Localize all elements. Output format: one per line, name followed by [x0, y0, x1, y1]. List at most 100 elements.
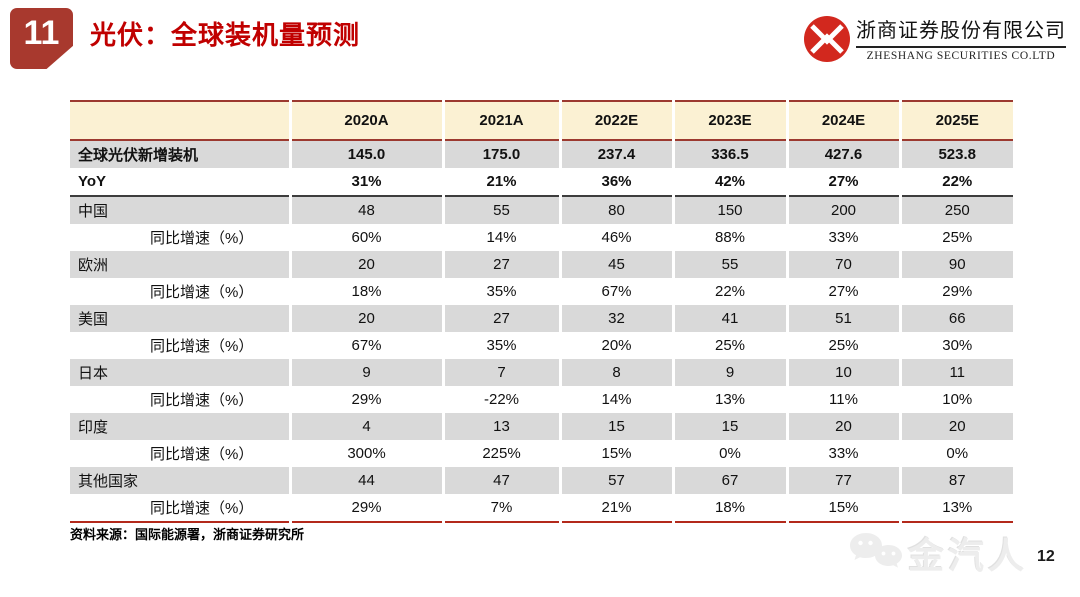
table-cell: 14%	[441, 224, 560, 251]
table-cell: 60%	[288, 224, 443, 251]
table-cell: 67%	[288, 332, 443, 359]
table-header-row: 2020A 2021A 2022E 2023E 2024E 2025E	[70, 100, 1013, 141]
row-label: 印度	[70, 413, 290, 440]
row-label: 美国	[70, 305, 290, 332]
table-cell: 15	[671, 413, 787, 440]
table-cell: 200	[785, 196, 900, 224]
table-cell: 20%	[558, 332, 673, 359]
year-column-header: 2024E	[785, 100, 900, 141]
table-cell: 8	[558, 359, 673, 386]
table-cell: 32	[558, 305, 673, 332]
table-cell: 31%	[288, 168, 443, 197]
row-label: 同比增速（%）	[70, 224, 290, 251]
table-cell: 90	[898, 251, 1013, 278]
year-column-header: 2022E	[558, 100, 673, 141]
table-cell: 25%	[671, 332, 787, 359]
row-label: 欧洲	[70, 251, 290, 278]
table-cell: 145.0	[288, 140, 443, 168]
table-cell: 150	[671, 196, 787, 224]
watermark: 金汽人	[848, 527, 1028, 579]
table-cell: 66	[898, 305, 1013, 332]
table-cell: 20	[785, 413, 900, 440]
table-cell: 14%	[558, 386, 673, 413]
table-row: 同比增速（%） 300% 225% 15% 0% 33% 0%	[70, 440, 1013, 467]
row-label: 日本	[70, 359, 290, 386]
table-cell: 0%	[671, 440, 787, 467]
page-number: 12	[1037, 548, 1055, 565]
table-cell: 13%	[898, 494, 1013, 523]
table-cell: 20	[288, 251, 443, 278]
row-label: 同比增速（%）	[70, 332, 290, 359]
watermark-text: 金汽人	[907, 535, 1028, 576]
source-note: 资料来源：国际能源署，浙商证券研究所	[70, 527, 305, 542]
table-cell: 29%	[288, 494, 443, 523]
table-cell: 15	[558, 413, 673, 440]
table-row: 全球光伏新增装机 145.0 175.0 237.4 336.5 427.6 523.8	[70, 140, 1013, 168]
wechat-icon	[849, 533, 902, 568]
table-cell: 13%	[671, 386, 787, 413]
table-cell: 27	[441, 305, 560, 332]
table-cell: 15%	[558, 440, 673, 467]
table-cell: 11	[898, 359, 1013, 386]
table-cell: 33%	[785, 440, 900, 467]
table-row: 同比增速（%） 60% 14% 46% 88% 33% 25%	[70, 224, 1013, 251]
row-label: 其他国家	[70, 467, 290, 494]
table-cell: 67%	[558, 278, 673, 305]
table-row: 印度 4 13 15 15 20 20	[70, 413, 1013, 440]
table-cell: 30%	[898, 332, 1013, 359]
table-cell: 22%	[671, 278, 787, 305]
table-cell: 7	[441, 359, 560, 386]
table-cell: 46%	[558, 224, 673, 251]
table-row: 欧洲 20 27 45 55 70 90	[70, 251, 1013, 278]
table-cell: 9	[288, 359, 443, 386]
page-title: 光伏：全球装机量预测	[90, 20, 361, 50]
table-cell: 9	[671, 359, 787, 386]
table-cell: 27%	[785, 278, 900, 305]
table-cell: 7%	[441, 494, 560, 523]
table-row: 同比增速（%） 18% 35% 67% 22% 27% 29%	[70, 278, 1013, 305]
table-row: 中国 48 55 80 150 200 250	[70, 196, 1013, 224]
table-cell: 27%	[785, 168, 900, 197]
table-cell: 88%	[671, 224, 787, 251]
company-name-en: ZHESHANG SECURITIES CO.LTD	[866, 50, 1056, 62]
table-cell: 80	[558, 196, 673, 224]
table-cell: 18%	[288, 278, 443, 305]
year-column-header: 2023E	[671, 100, 787, 141]
row-label: YoY	[70, 168, 290, 197]
table-cell: 77	[785, 467, 900, 494]
year-column-header: 2020A	[288, 100, 443, 141]
table-cell: 0%	[898, 440, 1013, 467]
table-cell: 55	[671, 251, 787, 278]
table-cell: 20	[288, 305, 443, 332]
slide-number-badge: 11	[10, 8, 73, 69]
table-row: 同比增速（%） 29% 7% 21% 18% 15% 13%	[70, 494, 1013, 523]
table-cell: 35%	[441, 332, 560, 359]
company-logo: 浙商证券股份有限公司 ZHESHANG SECURITIES CO.LTD	[802, 14, 1066, 64]
table-cell: 336.5	[671, 140, 787, 168]
table-cell: 35%	[441, 278, 560, 305]
table-cell: 33%	[785, 224, 900, 251]
table-cell: 25%	[898, 224, 1013, 251]
table-cell: 25%	[785, 332, 900, 359]
table-cell: 18%	[671, 494, 787, 523]
table-cell: 21%	[558, 494, 673, 523]
table-cell: 13	[441, 413, 560, 440]
table-row: 其他国家 44 47 57 67 77 87	[70, 467, 1013, 494]
table-cell: 36%	[558, 168, 673, 197]
table-cell: 523.8	[898, 140, 1013, 168]
row-label-header	[70, 100, 290, 141]
table-cell: 4	[288, 413, 443, 440]
table-cell: 21%	[441, 168, 560, 197]
table-cell: 29%	[898, 278, 1013, 305]
table-cell: 427.6	[785, 140, 900, 168]
table-cell: 27	[441, 251, 560, 278]
table-row: 同比增速（%） 67% 35% 20% 25% 25% 30%	[70, 332, 1013, 359]
table-cell: 57	[558, 467, 673, 494]
table-cell: 15%	[785, 494, 900, 523]
year-column-header: 2025E	[898, 100, 1013, 141]
table-cell: 300%	[288, 440, 443, 467]
table-cell: -22%	[441, 386, 560, 413]
company-name-cn: 浙商证券股份有限公司	[856, 14, 1066, 48]
table-cell: 87	[898, 467, 1013, 494]
year-column-header: 2021A	[441, 100, 560, 141]
